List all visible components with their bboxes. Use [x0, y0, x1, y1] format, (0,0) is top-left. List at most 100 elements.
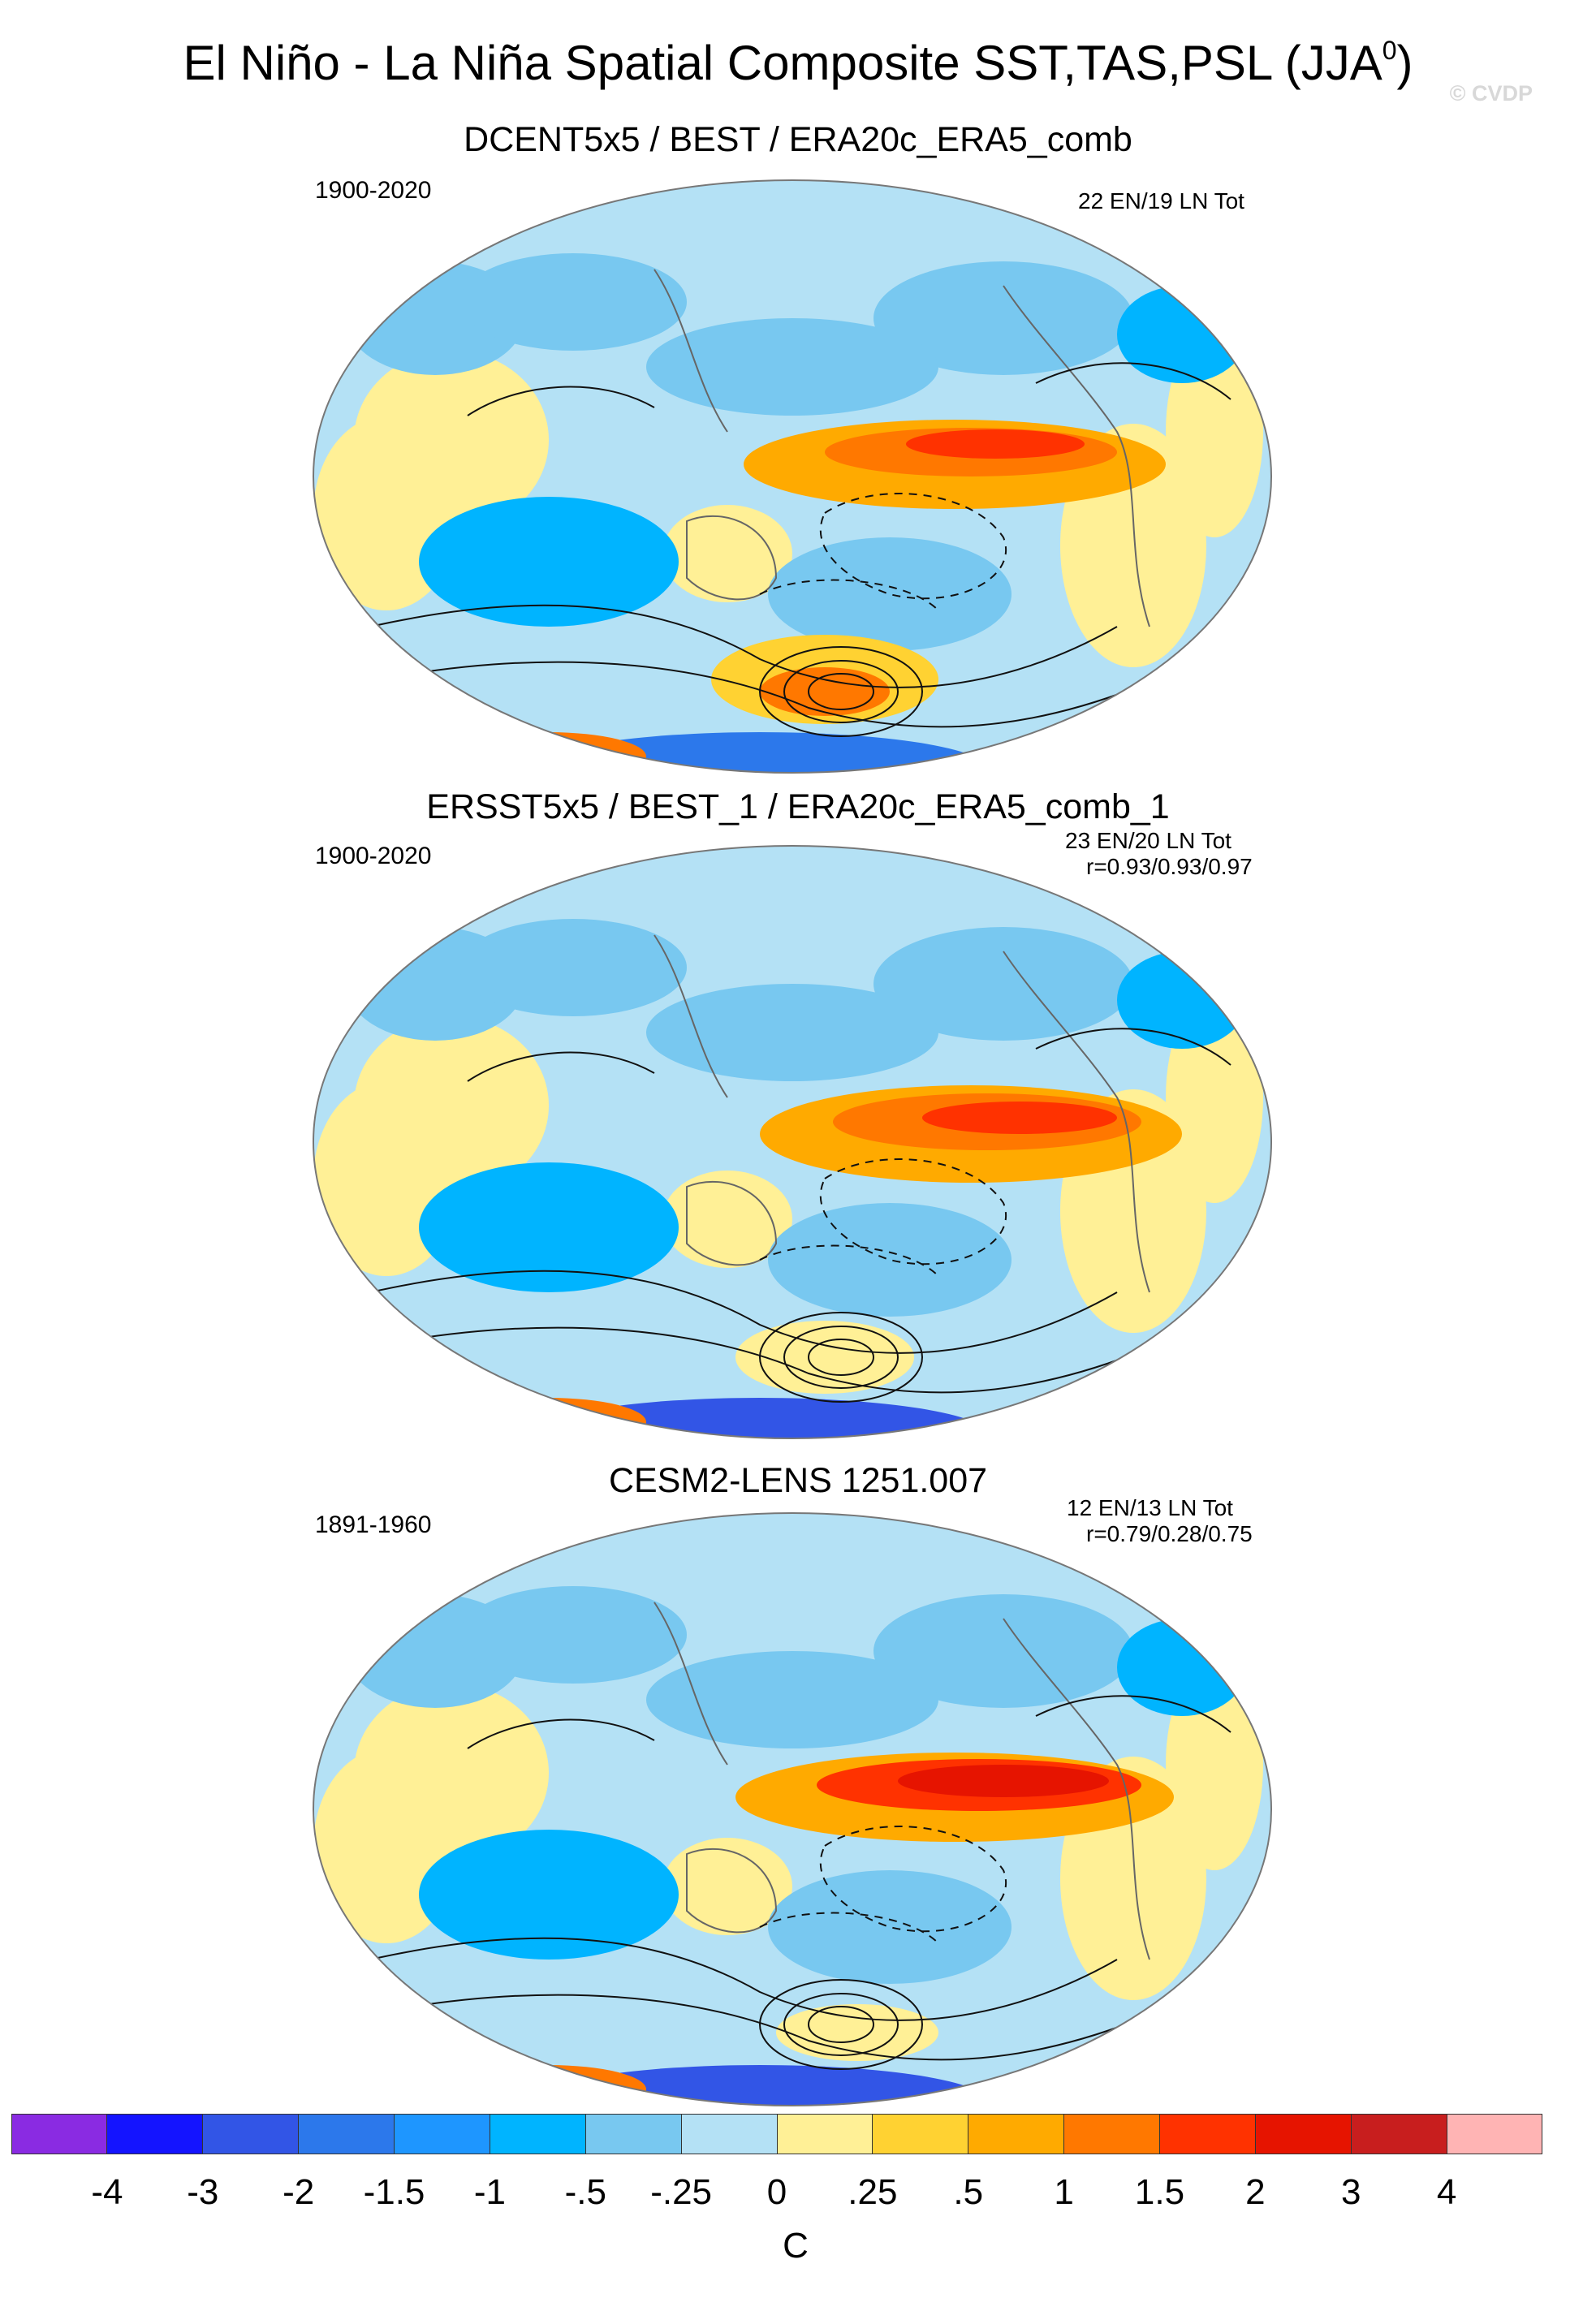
southern-ocean-warm	[760, 667, 890, 716]
map-border	[313, 845, 1272, 1439]
colorbar-cell	[872, 2114, 968, 2154]
colorbar-cell	[1351, 2114, 1447, 2154]
panel-3-map	[313, 1512, 1272, 2106]
figure-title: El Niño - La Niña Spatial Composite SST,…	[0, 24, 1596, 93]
colorbar-cell	[393, 2114, 490, 2154]
colorbar-cell	[1447, 2114, 1542, 2154]
psl-contour-negative	[819, 493, 1007, 600]
psl-contour-high	[808, 2006, 874, 2043]
psl-contour-high	[783, 1993, 899, 2056]
labrador-cool	[1117, 286, 1247, 383]
cvdp-watermark: © CVDP	[1449, 81, 1533, 106]
panel-3-period: 1891-1960	[315, 1511, 432, 1538]
colorbar-tick-label: -2	[283, 2172, 315, 2212]
indian-ocean-cool	[419, 497, 679, 627]
colorbar-tick-label: 1.5	[1134, 2172, 1185, 2212]
panel-2-period: 1900-2020	[315, 843, 432, 869]
colorbar-cell	[584, 2114, 681, 2154]
antarctic-cool-band	[533, 732, 987, 773]
north-pacific-cool	[646, 984, 938, 1081]
australia-anomaly	[662, 1171, 792, 1268]
south-pacific-cool	[768, 1203, 1012, 1317]
psl-contour	[1035, 1695, 1232, 1733]
psl-contour-high	[759, 1312, 923, 1403]
southern-ocean-warm	[735, 1321, 914, 1394]
antarctic-cool-band	[533, 2065, 987, 2106]
north-pacific-cool	[646, 318, 938, 416]
colorbar-tick-label: -.5	[564, 2172, 606, 2212]
labrador-cool	[1117, 1619, 1247, 1716]
psl-contour-high	[783, 1326, 899, 1389]
panel-3-stats-counts: 12 EN/13 LN Tot	[1067, 1495, 1233, 1520]
colorbar-cell	[106, 2114, 202, 2154]
colorbar-tick-label: 1	[1054, 2172, 1074, 2212]
psl-contour	[369, 604, 1118, 688]
panel-3-stats-correlation: r=0.79/0.28/0.75	[1086, 1521, 1253, 1546]
asia-anomaly	[459, 919, 687, 1016]
psl-contour	[369, 1270, 1118, 1354]
colorbar-tick-label: -4	[91, 2172, 123, 2212]
map-border	[313, 1512, 1272, 2106]
asia-anomaly	[459, 1586, 687, 1684]
psl-contour	[1035, 1028, 1232, 1066]
psl-contour-negative	[759, 579, 939, 611]
psl-contour-negative	[759, 1912, 939, 1944]
southern-ocean-warm	[776, 2004, 938, 2061]
antarctic-warm-patch	[451, 1398, 646, 1438]
indian-ocean-cool	[419, 1830, 679, 1960]
psl-contour-negative	[759, 1244, 939, 1277]
panel-2-title: ERSST5x5 / BEST_1 / ERA20c_ERA5_comb_1	[426, 787, 1170, 826]
colorbar-cell	[297, 2114, 394, 2154]
indian-ocean-cool	[419, 1162, 679, 1292]
south-pacific-cool	[768, 537, 1012, 651]
colorbar-cell	[1255, 2114, 1352, 2154]
psl-contour	[467, 386, 655, 416]
colorbar-cell	[11, 2114, 106, 2154]
north-pacific-cool	[646, 1651, 938, 1748]
colorbar-tick-label: -1.5	[363, 2172, 425, 2212]
figure-title-close: )	[1396, 36, 1413, 90]
psl-contour	[402, 1994, 1167, 2061]
colorbar-cell	[1159, 2114, 1256, 2154]
colorbar-tick-label: .25	[848, 2172, 898, 2212]
colorbar-units: C	[783, 2226, 809, 2266]
colorbar-cell	[1063, 2114, 1160, 2154]
north-america-anomaly	[873, 1594, 1133, 1708]
coastline	[653, 1602, 1150, 1960]
antarctic-warm-patch	[451, 2065, 646, 2106]
australia-anomaly	[662, 1838, 792, 1935]
figure-title-text: El Niño - La Niña Spatial Composite SST,…	[183, 36, 1382, 90]
psl-contour-high	[808, 673, 874, 710]
coastline	[653, 934, 1150, 1293]
panel-2-map	[313, 845, 1272, 1439]
panel-1-map	[313, 179, 1272, 774]
colorbar-tick-label: 0	[766, 2172, 787, 2212]
south-pacific-cool	[768, 1870, 1012, 1984]
psl-contour-high	[783, 660, 899, 723]
colorbar-cell	[201, 2114, 298, 2154]
colorbar-tick-label: 2	[1245, 2172, 1266, 2212]
psl-contour	[1035, 362, 1232, 400]
psl-contour	[467, 1718, 655, 1749]
panel-1-period: 1900-2020	[315, 177, 432, 204]
map-border	[313, 179, 1272, 774]
north-america-anomaly	[873, 261, 1133, 375]
colorbar-tick-label: 3	[1341, 2172, 1361, 2212]
psl-contour-high	[759, 1979, 923, 2070]
panel-1-stats-counts: 22 EN/19 LN Tot	[1078, 188, 1244, 213]
colorbar-cell	[680, 2114, 777, 2154]
asia-anomaly	[459, 253, 687, 351]
panel-2-stats-correlation: r=0.93/0.93/0.97	[1086, 854, 1253, 879]
psl-contour-negative	[819, 1826, 1007, 1933]
colorbar-cell	[968, 2114, 1064, 2154]
psl-contour	[467, 1051, 655, 1082]
colorbar-tick-label: -.25	[650, 2172, 713, 2212]
colorbar-cell	[776, 2114, 873, 2154]
psl-contour-high	[808, 1339, 874, 1376]
enso-warm-tongue	[922, 1102, 1117, 1134]
figure-title-superscript: 0	[1382, 36, 1397, 65]
psl-contour-high	[759, 646, 923, 737]
labrador-cool	[1117, 951, 1247, 1049]
psl-contour-negative	[819, 1158, 1007, 1265]
antarctic-cool-band	[533, 1398, 987, 1438]
